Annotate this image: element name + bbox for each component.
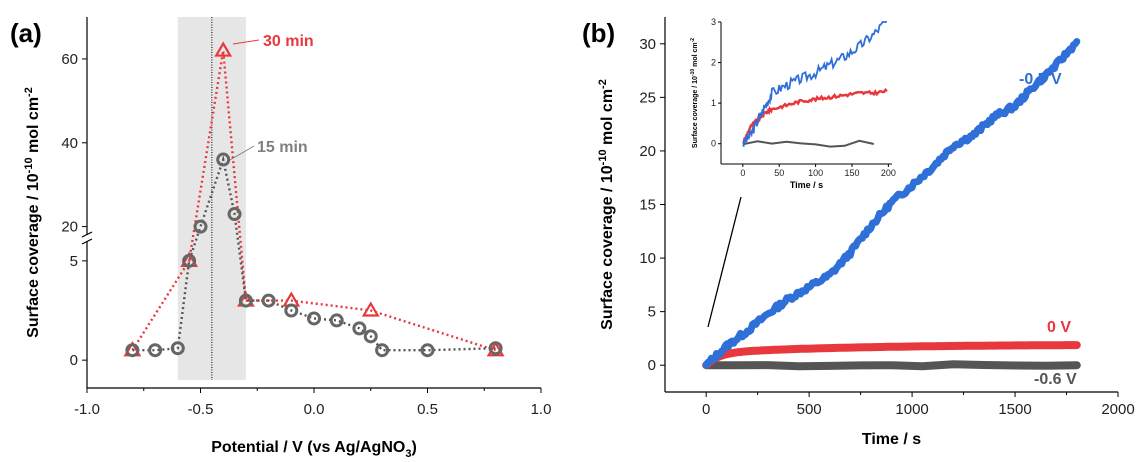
inset-series-minus-0-6v [742, 139, 875, 148]
data-point-15min [375, 343, 390, 358]
series-label-30min: 30 min [263, 33, 314, 50]
x-tick-label: 1000 [895, 401, 928, 418]
axis-break-mark [81, 238, 93, 245]
x-tick-label: 2000 [1101, 401, 1134, 418]
y-tick-label: 5 [648, 304, 656, 321]
panel-b-y-axis-title: Surface coverage / 10-10 mol cm-2 [597, 79, 616, 330]
inset-x-tick-label: 100 [808, 168, 823, 178]
data-point-15min [307, 311, 321, 326]
y-tick-label: 10 [639, 250, 656, 267]
inset-x-axis-title: Time / s [790, 180, 823, 190]
data-point-15min [170, 341, 185, 356]
x-tick-label: 0 [702, 401, 710, 418]
data-point-15min [363, 329, 378, 344]
y-tick-label: 40 [61, 135, 78, 152]
panel-a-x-axis-title: Potential / V (vs Ag/AgNO3) [211, 439, 417, 460]
annotation-arrow-30min [232, 39, 260, 45]
x-tick-label: 0.5 [417, 401, 438, 418]
x-tick-label: 1.0 [531, 401, 552, 418]
annotation-arrow-15min [229, 145, 255, 161]
data-point-15min [182, 253, 197, 268]
y-tick-label: 25 [639, 89, 656, 106]
inset-x-tick-label: 50 [774, 168, 784, 178]
inset-pointer-line [707, 196, 742, 328]
inset-y-tick-label: 1 [711, 98, 716, 108]
series-label-minus-0-6v: -0.6 V [1034, 371, 1077, 388]
y-tick-label: 0 [70, 352, 78, 369]
data-point-15min [488, 341, 503, 356]
data-point-15min [125, 343, 140, 358]
series-line-minus-0-5v [702, 38, 1081, 369]
panel-a-axes: -1.0 -0.5 0.0 0.5 1.0 0 5 20 40 60 [61, 17, 551, 418]
data-point-30min [361, 301, 380, 317]
data-point-15min [148, 343, 163, 358]
data-point-30min [214, 41, 233, 57]
x-title-end: ) [411, 439, 416, 456]
inset-series-0v [742, 87, 888, 145]
panel-a-label: (a) [10, 18, 42, 48]
y-tick-label: 20 [639, 143, 656, 160]
data-point-15min [284, 303, 299, 318]
data-point-15min [227, 207, 242, 222]
inset-y-axis-title: Surface coverage / 10-10 mol cm-2 [690, 38, 699, 148]
panel-b-label: (b) [582, 18, 615, 48]
inset-y-tick-label: 0 [711, 139, 716, 149]
panel-b-inset: 0 50 100 150 200 0 1 2 3 [711, 17, 896, 178]
y-tick-label: 30 [639, 36, 656, 53]
inset-x-tick-label: 0 [740, 168, 745, 178]
x-title-subscript: 3 [405, 448, 411, 460]
x-tick-label: 500 [797, 401, 822, 418]
inset-y-tick-label: 3 [711, 17, 716, 27]
axis-break-mark [81, 231, 93, 238]
x-title-main: Potential / V (vs Ag/AgNO [211, 439, 405, 456]
panel-b-marks [702, 38, 1081, 371]
x-tick-label: -1.0 [74, 401, 100, 418]
inset-x-tick-label: 200 [881, 168, 896, 178]
data-point-15min [261, 293, 276, 308]
series-label-0v: 0 V [1047, 319, 1071, 336]
x-tick-label: -0.5 [188, 401, 214, 418]
data-point-15min [216, 152, 231, 167]
series-label-minus-0-5v: -0.5 V [1019, 71, 1062, 88]
series-line-30min [131, 50, 496, 352]
panel-b-x-axis-title: Time / s [862, 431, 921, 448]
y-tick-label: 5 [70, 253, 78, 270]
y-tick-label: 15 [639, 197, 656, 214]
series-label-15min: 15 min [257, 139, 308, 156]
data-point-15min [420, 343, 435, 358]
x-tick-label: 0.0 [304, 401, 325, 418]
panel-a-marks [123, 39, 505, 358]
highlight-band [177, 17, 246, 380]
y-tick-label: 20 [61, 219, 78, 236]
inset-y-tick-label: 2 [711, 58, 716, 68]
data-point-15min [329, 313, 344, 328]
panel-a: (a) -1.0 -0.5 0.0 0.5 1.0 0 5 20 40 60 30 min 15 … [10, 17, 551, 460]
data-point-15min [352, 321, 367, 336]
y-tick-label: 0 [648, 357, 656, 374]
panel-a-y-axis-title: Surface coverage / 10-10 mol cm-2 [23, 87, 42, 338]
series-line-minus-0-6v [702, 360, 1081, 371]
data-point-15min [238, 293, 253, 308]
data-point-15min [193, 219, 208, 234]
x-tick-label: 1500 [998, 401, 1031, 418]
inset-x-tick-label: 150 [844, 168, 859, 178]
series-line-0v [702, 341, 1081, 370]
inset-series-minus-0-5v [742, 21, 887, 148]
y-tick-label: 60 [61, 51, 78, 68]
